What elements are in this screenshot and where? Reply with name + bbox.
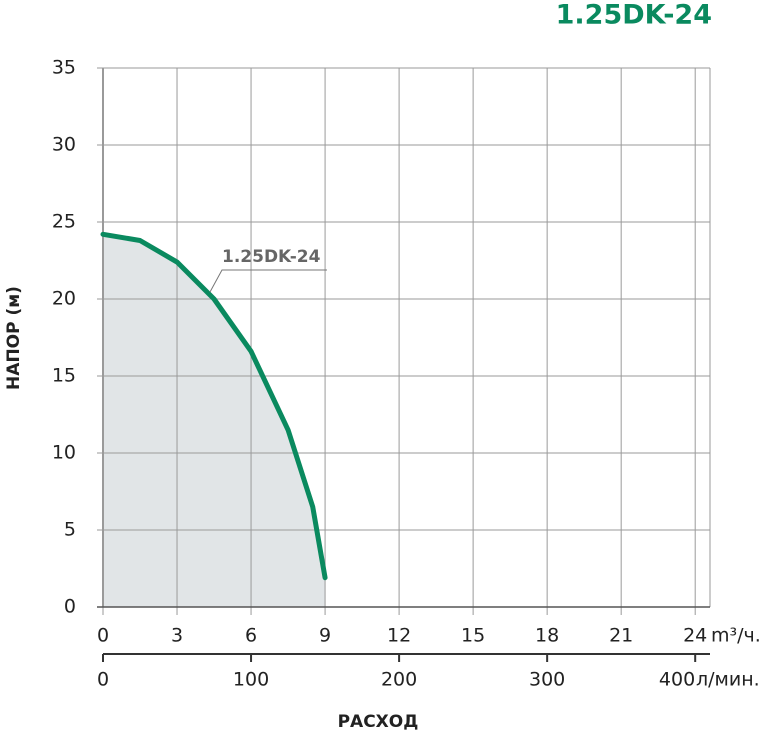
line [100,231,328,581]
x2-tick-label: 0 [97,669,109,691]
chart-title: 1.25DK-24 [556,0,712,31]
x-tick-label: 24 [683,625,707,647]
x-axis-label: РАСХОД [338,712,419,732]
x-tick-label: 15 [461,625,485,647]
leader-line [209,269,327,293]
x2-tick-label: 200 [381,669,417,691]
x2-tick-label: 100 [233,669,269,691]
x-tick-label: 21 [609,625,633,647]
x2-tick-label: 400 [659,669,695,691]
y-tick-label: 10 [52,442,76,464]
y-tick-label: 0 [64,596,76,618]
x2-tick-label: 300 [529,669,565,691]
y-tick-label: 35 [52,57,76,79]
x-tick-label: 18 [535,625,559,647]
x-tick-label: 0 [97,625,109,647]
y-tick-label: 20 [52,288,76,310]
y-tick-label: 5 [64,519,76,541]
area-fill [103,234,326,607]
x-tick-label: 12 [387,625,411,647]
y-tick-label: 15 [52,365,76,387]
y-axis-label: НАПОР (м) [4,286,24,390]
x-unit: m³/ч. [711,625,761,647]
x-tick-label: 6 [245,625,257,647]
x-tick-label: 9 [319,625,331,647]
annotation: 1.25DK-24 [222,247,321,267]
y-tick-label: 30 [52,134,76,156]
x-tick-label: 3 [171,625,183,647]
x2-unit: л/мин. [696,669,760,691]
y-tick-label: 25 [52,211,76,233]
